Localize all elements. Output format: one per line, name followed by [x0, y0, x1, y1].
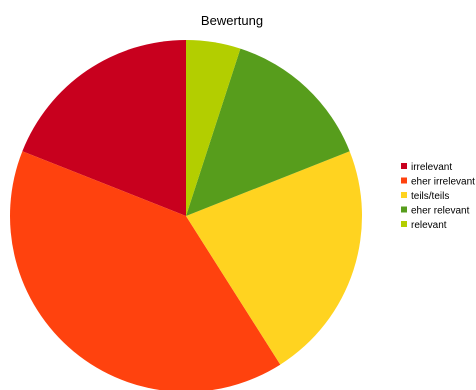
legend-label-irrelevant: irrelevant — [411, 162, 452, 173]
legend-label-relevant: relevant — [411, 220, 447, 231]
legend-swatch-relevant — [401, 221, 407, 227]
legend: irrelevant eher irrelevant teils/teils eher… — [401, 162, 475, 231]
legend-label-teils-teils: teils/teils — [411, 191, 449, 202]
pie-slice-teils-teils — [186, 151, 362, 365]
legend-swatch-teils-teils — [401, 192, 407, 198]
legend-swatch-irrelevant — [401, 163, 407, 169]
pie-slice-irrelevant — [22, 40, 186, 216]
pie-slice-eher-relevant — [186, 48, 350, 216]
pie-slice-relevant — [186, 40, 241, 216]
legend-swatch-eher-irrelevant — [401, 177, 407, 184]
pie-slices — [10, 40, 362, 390]
legend-label-eher-irrelevant: eher irrelevant — [411, 177, 475, 188]
legend-label-eher-relevant: eher relevant — [411, 206, 470, 217]
legend-swatch-eher-relevant — [401, 206, 407, 213]
chart-title: Bewertung — [201, 13, 263, 28]
pie-slice-eher-irrelevant — [10, 151, 281, 390]
